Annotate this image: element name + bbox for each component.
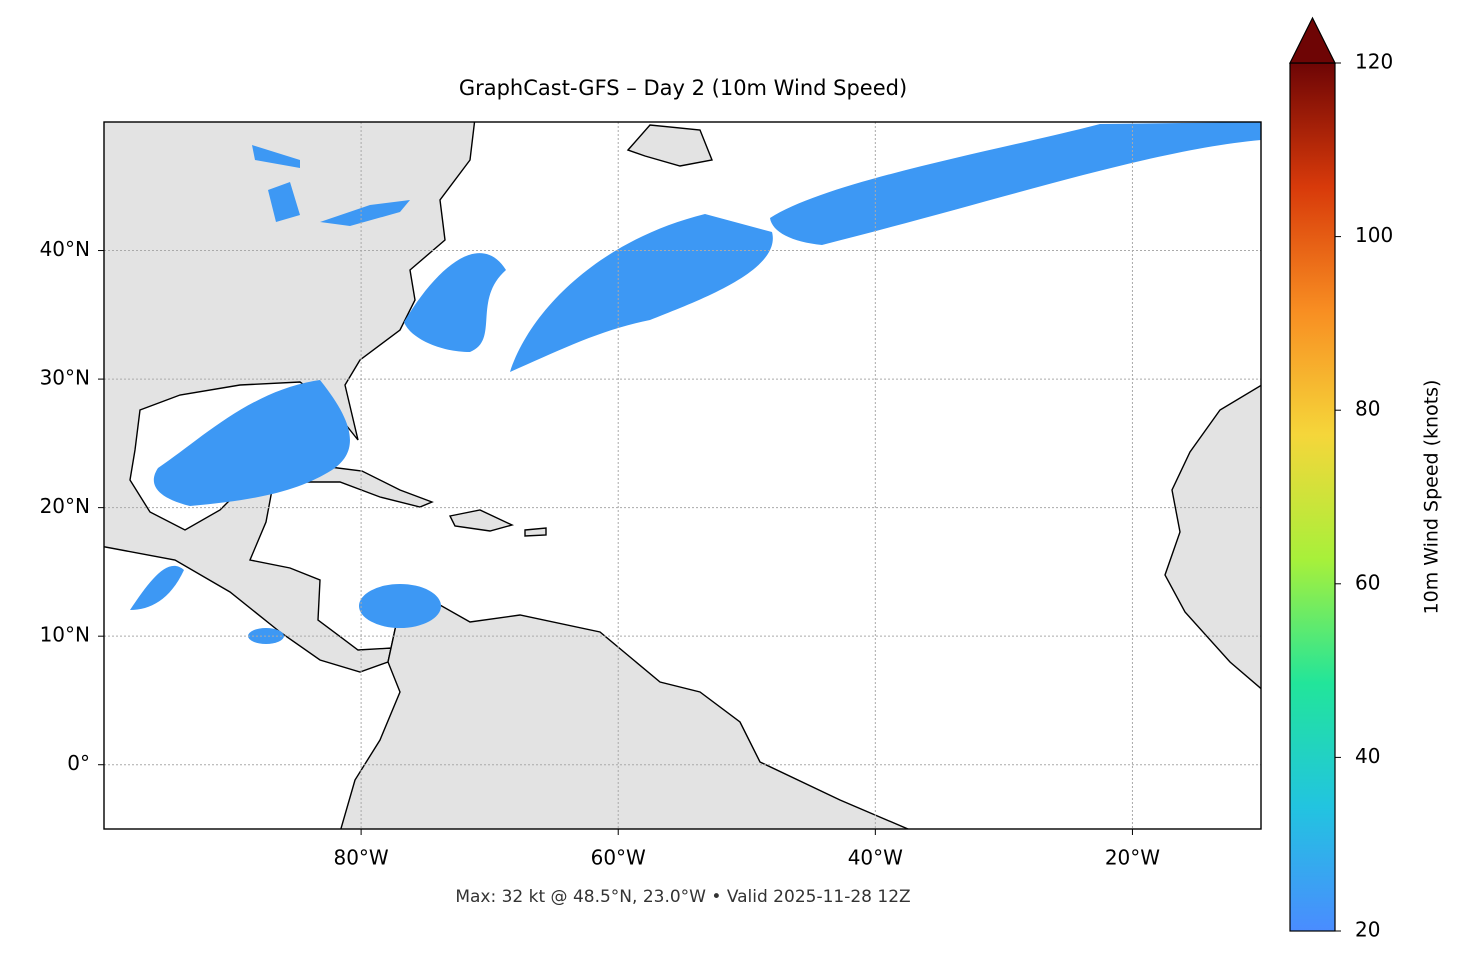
wind-carolina: [404, 253, 506, 352]
wind-caribbean: [359, 584, 441, 628]
colorbar-tick-label: 100: [1355, 223, 1393, 247]
wind-tehuantepec: [130, 565, 184, 610]
y-tick-label: 20°N: [40, 494, 90, 518]
y-tick-label: 10°N: [40, 623, 90, 647]
colorbar-label: 10m Wind Speed (knots): [1421, 380, 1443, 615]
colorbar-tick-label: 60: [1355, 570, 1380, 594]
africa: [1164, 384, 1261, 690]
wind-jet-west: [510, 214, 773, 372]
colorbar-tick-label: 20: [1355, 918, 1380, 942]
south-america: [340, 604, 910, 829]
y-tick-label: 40°N: [40, 237, 90, 261]
map-layer: [104, 122, 1261, 829]
colorbar-extension: [1289, 16, 1336, 64]
wind-jet-east: [770, 122, 1261, 245]
cuba: [298, 465, 434, 508]
colorbar-tick-label: 80: [1355, 397, 1380, 421]
x-tick-label: 80°W: [333, 846, 388, 870]
plot-frame: [103, 121, 1262, 830]
hispaniola: [448, 509, 515, 532]
annotation: Max: 32 kt @ 48.5°N, 23.0°W • Valid 2025…: [455, 887, 910, 907]
y-tick-label: 0°: [67, 751, 90, 775]
colorbar-tick-label: 40: [1355, 744, 1380, 768]
wind-gulf: [153, 380, 350, 506]
x-tick-label: 60°W: [591, 846, 646, 870]
north-america: [104, 122, 476, 673]
y-tick-label: 30°N: [40, 366, 90, 390]
colorbar-tick-label: 120: [1355, 50, 1393, 74]
grid-layer: [104, 122, 1261, 829]
newfoundland: [626, 124, 713, 167]
wind-great-lakes: [252, 145, 410, 226]
colorbar: [1289, 62, 1336, 932]
x-tick-label: 20°W: [1105, 846, 1160, 870]
chart-title: GraphCast-GFS – Day 2 (10m Wind Speed): [459, 76, 907, 100]
puerto-rico: [524, 527, 547, 537]
x-tick-label: 40°W: [848, 846, 903, 870]
